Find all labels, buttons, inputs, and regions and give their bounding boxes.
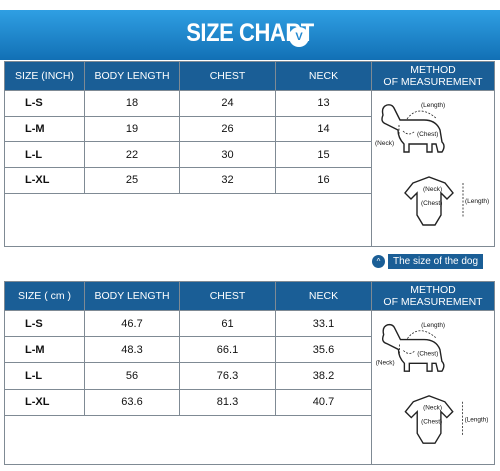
neck-cell: 33.1 — [275, 309, 372, 338]
dog-coat-icon: (Length) (Neck) (Chest) — [403, 176, 489, 226]
dog-size-note: ^ The size of the dog — [372, 253, 484, 269]
table-row: L-S 46.7 61 33.1 (Length) (Chest) (Neck)… — [4, 309, 495, 465]
column-header: NECK — [275, 61, 372, 91]
chest-cell: 26 — [179, 115, 276, 143]
size-table-inch: SIZE (INCH) BODY LENGTH CHEST NECK METHO… — [4, 61, 495, 248]
table-row-empty — [4, 192, 495, 248]
svg-text:(Chest): (Chest) — [417, 131, 438, 138]
size-cell: L-S — [4, 90, 85, 117]
column-header: SIZE ( cm ) — [4, 281, 85, 311]
size-table-cm: SIZE ( cm ) BODY LENGTH CHEST NECK METHO… — [4, 281, 495, 466]
chest-cell: 32 — [179, 166, 276, 194]
table-header-row: SIZE (INCH) BODY LENGTH CHEST NECK METHO… — [4, 61, 495, 91]
column-header-method: METHOD OF MEASUREMENT — [371, 61, 495, 91]
body-length-cell: 48.3 — [84, 336, 180, 364]
column-header-method: METHOD OF MEASUREMENT — [371, 281, 495, 311]
dog-side-icon: (Length) (Chest) (Neck) — [375, 102, 445, 153]
size-chart-banner: SIZE CHART V — [0, 10, 500, 60]
svg-text:(Neck): (Neck) — [423, 186, 442, 193]
body-length-cell: 63.6 — [84, 388, 180, 416]
column-header: CHEST — [179, 61, 276, 91]
column-header: BODY LENGTH — [84, 281, 180, 311]
table-row: L-L 56 76.3 38.2 — [4, 362, 495, 390]
svg-text:(Length): (Length) — [464, 417, 488, 424]
neck-cell: 13 — [275, 90, 372, 117]
dog-measurement-diagram: (Length) (Chest) (Neck) (Length) (Neck) … — [375, 322, 488, 444]
neck-cell: 15 — [275, 141, 372, 168]
chest-cell: 61 — [179, 309, 276, 338]
svg-text:(Neck): (Neck) — [423, 405, 442, 412]
dog-side-icon: (Length) (Chest) (Neck) — [375, 322, 445, 372]
chevron-down-icon: V — [289, 27, 309, 47]
table-header-row: SIZE ( cm ) BODY LENGTH CHEST NECK METHO… — [4, 281, 495, 311]
body-length-cell: 22 — [84, 141, 180, 168]
svg-text:(Length): (Length) — [465, 198, 489, 205]
svg-text:(Chest): (Chest) — [417, 350, 438, 357]
table-row: L-S 18 24 13 (Length) (Chest) (Neck) — [4, 90, 495, 247]
table-row: L-M 48.3 66.1 35.6 — [4, 336, 495, 364]
dog-coat-icon: (Length) (Neck) (Chest) — [403, 395, 488, 444]
chest-cell: 81.3 — [179, 388, 276, 416]
column-header: NECK — [275, 281, 372, 311]
chest-cell: 24 — [179, 90, 276, 117]
body-length-cell: 25 — [84, 166, 180, 194]
svg-text:(Length): (Length) — [421, 102, 445, 109]
size-cell: L-S — [4, 309, 85, 338]
neck-cell: 38.2 — [275, 362, 372, 390]
body-length-cell: 46.7 — [84, 309, 180, 338]
table-row: L-XL 25 32 16 — [4, 166, 495, 194]
svg-text:(Chest): (Chest) — [421, 419, 442, 426]
neck-cell: 40.7 — [275, 388, 372, 416]
column-header: BODY LENGTH — [84, 61, 180, 91]
neck-cell: 14 — [275, 115, 372, 143]
size-cell: L-XL — [4, 388, 85, 416]
chest-cell: 66.1 — [179, 336, 276, 364]
svg-text:(Neck): (Neck) — [375, 359, 394, 366]
body-length-cell: 19 — [84, 115, 180, 143]
table-row: L-XL 63.6 81.3 40.7 — [4, 388, 495, 416]
chevron-up-icon: ^ — [372, 254, 385, 268]
body-length-cell: 56 — [84, 362, 180, 390]
dog-measurement-diagram: (Length) (Chest) (Neck) (Length) (Neck) … — [375, 102, 489, 226]
note-label: The size of the dog — [388, 253, 484, 269]
size-cell: L-L — [4, 141, 85, 168]
page-title: SIZE CHART — [186, 19, 314, 47]
neck-cell: 16 — [275, 166, 372, 194]
size-cell: L-M — [4, 336, 85, 364]
size-cell: L-XL — [4, 166, 85, 194]
svg-text:(Chest): (Chest) — [421, 200, 442, 207]
column-header: SIZE (INCH) — [4, 61, 85, 91]
neck-cell: 35.6 — [275, 336, 372, 364]
table-row: L-M 19 26 14 — [4, 115, 495, 143]
svg-text:(Neck): (Neck) — [375, 140, 394, 147]
chest-cell: 76.3 — [179, 362, 276, 390]
table-row-empty — [4, 414, 495, 466]
table-row: L-L 22 30 15 — [4, 141, 495, 168]
size-cell: L-M — [4, 115, 85, 143]
measurement-diagram-cell: (Length) (Chest) (Neck) (Length) (Neck) … — [371, 310, 495, 465]
svg-text:(Length): (Length) — [421, 322, 445, 329]
measurement-diagram-cell: (Length) (Chest) (Neck) (Length) (Neck) … — [371, 90, 495, 247]
column-header: CHEST — [179, 281, 276, 311]
body-length-cell: 18 — [84, 90, 180, 117]
size-cell: L-L — [4, 362, 85, 390]
chest-cell: 30 — [179, 141, 276, 168]
